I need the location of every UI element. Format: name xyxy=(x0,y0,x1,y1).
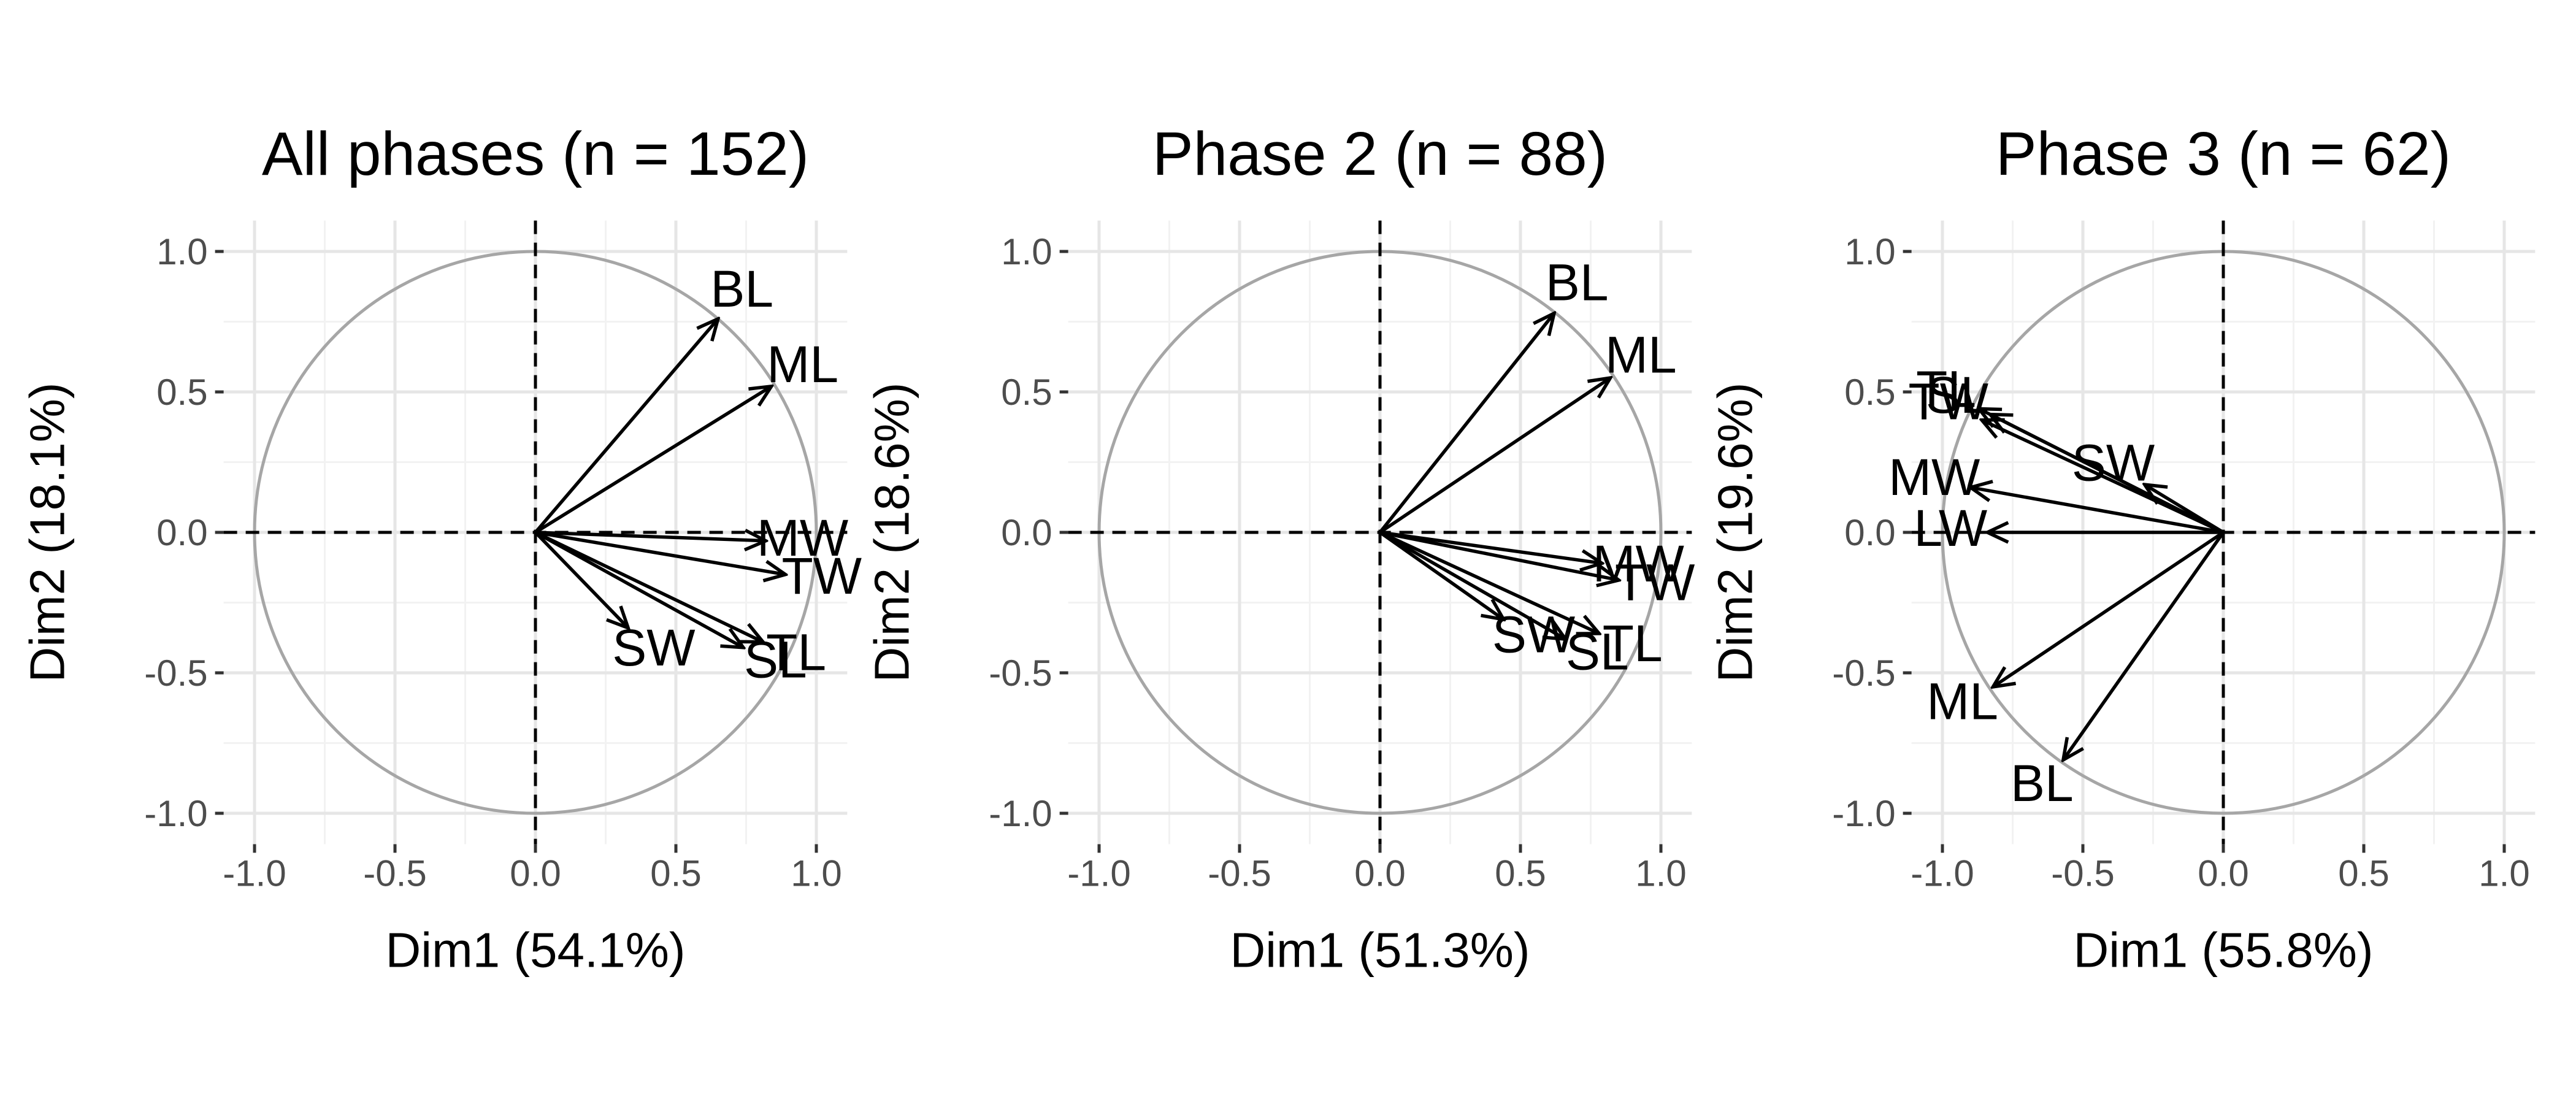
y-tick-label: 0.5 xyxy=(156,372,207,413)
x-tick-label: 1.0 xyxy=(1635,853,1686,894)
vector-label-tw: TW xyxy=(1615,554,1695,611)
vector-label-tw: TW xyxy=(781,547,862,605)
vector-arrow-bl xyxy=(1378,313,1554,534)
vector-label-tw: TW xyxy=(1908,373,1988,431)
y-tick-label: -0.5 xyxy=(144,653,207,694)
vector-arrow-mw xyxy=(1971,488,2224,534)
y-tick-label: 0.0 xyxy=(1001,512,1052,553)
x-tick-label: -1.0 xyxy=(1911,853,1974,894)
vector-label-sw: SW xyxy=(1492,606,1575,664)
y-tick-label: -1.0 xyxy=(144,793,207,834)
vector-arrow-bl xyxy=(2063,531,2225,760)
vector-arrow-bl xyxy=(534,319,718,534)
vector-label-tl: TL xyxy=(766,623,826,681)
x-tick-label: 0.5 xyxy=(1495,853,1546,894)
vector-label-ml: ML xyxy=(1926,673,1998,730)
vector-arrow-tl xyxy=(534,531,763,642)
x-tick-label: -0.5 xyxy=(363,853,426,894)
panel-title: Phase 3 (n = 62) xyxy=(1996,120,2451,188)
x-tick-label: 0.0 xyxy=(510,853,561,894)
panel-1: -1.0 -0.5 0.0 0.5 1.0 -1.0 -0.5 0.0 0.5 1.0 BL ML MW… xyxy=(20,120,862,977)
panel-title: Phase 2 (n = 88) xyxy=(1152,120,1608,188)
vector-label-tl: TL xyxy=(1603,615,1663,672)
panel-3: -1.0 -0.5 0.0 0.5 1.0 -1.0 -0.5 0.0 0.5 1.0 TLSLTW… xyxy=(1708,120,2536,977)
x-tick-label: -1.0 xyxy=(1067,853,1130,894)
x-axis-title: Dim1 (54.1%) xyxy=(385,922,685,977)
vector-arrow-tw xyxy=(535,531,786,575)
x-tick-label: -0.5 xyxy=(2051,853,2114,894)
panel-2: -1.0 -0.5 0.0 0.5 1.0-1.0-0.50.00.51.0BLMLMW… xyxy=(865,120,1695,977)
vector-label-bl: BL xyxy=(2011,754,2074,812)
vector-arrow-tl xyxy=(1379,531,1599,634)
y-tick-label: -0.5 xyxy=(989,653,1052,694)
x-tick-label: 0.5 xyxy=(650,853,701,894)
vector-arrow-tw xyxy=(1379,531,1619,580)
x-tick-label: -0.5 xyxy=(1208,853,1271,894)
vector-label-ml: ML xyxy=(1605,326,1677,383)
vector-arrow-sl xyxy=(534,531,743,648)
y-tick-label: 0.0 xyxy=(156,512,207,553)
vector-label-sw: SW xyxy=(2072,434,2155,492)
vector-label-lw: LW xyxy=(1914,499,1987,557)
vector-arrow-sw xyxy=(534,531,628,628)
vector-arrow-ml xyxy=(1993,531,2225,687)
x-tick-label: -1.0 xyxy=(223,853,286,894)
x-axis-title: Dim1 (55.8%) xyxy=(2073,922,2373,977)
y-tick-label: -1.0 xyxy=(989,793,1052,834)
vector-label-mw: MW xyxy=(757,509,848,567)
y-axis-title: Dim2 (18.6%) xyxy=(865,382,919,682)
vector-label-sl: SL xyxy=(1926,366,1989,424)
y-axis-title: Dim2 (19.6%) xyxy=(1708,382,1763,682)
x-tick-label: 0.0 xyxy=(2198,853,2248,894)
vector-arrow-tw xyxy=(1982,420,2225,534)
vector-label-sl: SL xyxy=(744,631,807,688)
vector-label-bl: BL xyxy=(1546,254,1609,312)
vector-label-tl: TL xyxy=(1916,361,1976,418)
vector-label-ml: ML xyxy=(767,335,838,393)
y-tick-label: -0.5 xyxy=(1832,653,1895,694)
x-tick-label: 0.0 xyxy=(1354,853,1405,894)
y-tick-label: 0.0 xyxy=(1844,512,1895,553)
y-tick-label: 1.0 xyxy=(156,231,207,272)
y-tick-label: 0.5 xyxy=(1844,372,1895,413)
x-tick-label: 1.0 xyxy=(791,853,841,894)
x-tick-label: 0.5 xyxy=(2338,853,2389,894)
vector-arrow-ml xyxy=(1379,378,1611,534)
vector-arrow-mw xyxy=(535,532,766,541)
y-tick-label: 0.5 xyxy=(1001,372,1052,413)
vector-arrow-mw xyxy=(1379,531,1602,563)
vector-arrow-sw xyxy=(1379,531,1504,619)
vector-label-bl: BL xyxy=(710,260,773,318)
panel-title: All phases (n = 152) xyxy=(262,120,809,188)
y-tick-label: -1.0 xyxy=(1832,793,1895,834)
vector-arrow-ml xyxy=(534,386,772,534)
vector-label-sw: SW xyxy=(612,619,695,677)
x-tick-label: 1.0 xyxy=(2478,853,2529,894)
y-tick-label: 1.0 xyxy=(1001,231,1052,272)
vector-label-mw: MW xyxy=(1888,448,1980,506)
vector-label-sl: SL xyxy=(1566,623,1629,680)
y-tick-label: 1.0 xyxy=(1844,231,1895,272)
vector-arrow-sw xyxy=(2145,485,2225,534)
x-axis-title: Dim1 (51.3%) xyxy=(1230,922,1530,977)
y-axis-title: Dim2 (18.1%) xyxy=(20,382,75,682)
vector-arrow-sl xyxy=(1379,531,1565,639)
